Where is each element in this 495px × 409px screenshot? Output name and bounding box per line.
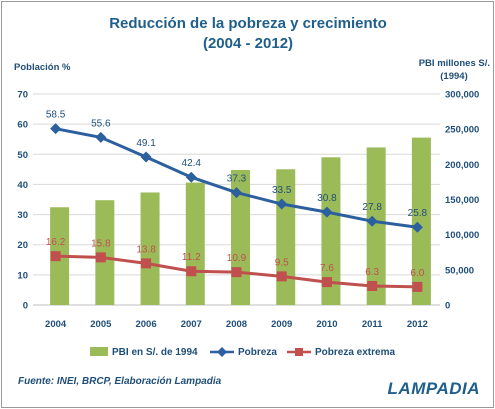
marker-pobreza-extrema: [321, 277, 332, 288]
bar-series: [50, 137, 431, 305]
right-tick-label: 0: [445, 301, 450, 312]
marker-pobreza: [95, 131, 107, 143]
data-label-pobreza: 37.3: [227, 174, 247, 185]
left-tick-label: 40: [17, 180, 28, 191]
source-note: Fuente: INEI, BRCP, Elaboración Lampadia: [18, 376, 222, 387]
legend-label-pobreza-extrema: Pobreza extrema: [315, 347, 395, 358]
marker-pobreza-extrema: [95, 252, 106, 263]
x-tick-label: 2009: [271, 319, 292, 330]
chart-subtitle: (2004 - 2012): [203, 35, 293, 52]
data-label-pobreza: 25.8: [408, 208, 428, 219]
marker-pobreza: [321, 206, 333, 218]
x-tick-label: 2010: [316, 319, 337, 330]
right-tick-label: 250,000: [445, 125, 479, 136]
marker-pobreza-extrema: [412, 281, 423, 292]
marker-pobreza-extrema: [231, 267, 242, 278]
bar-pbi: [140, 192, 160, 305]
marker-pobreza-extrema: [186, 266, 197, 277]
bar-pbi: [185, 182, 205, 305]
data-label-pobreza-extrema: 11.2: [182, 252, 201, 263]
bar-pbi: [321, 157, 341, 305]
data-label-pobreza-extrema: 7.6: [320, 263, 334, 274]
data-label-pobreza: 49.1: [136, 138, 156, 149]
marker-pobreza: [231, 187, 242, 199]
marker-pobreza: [276, 198, 288, 210]
left-tick-label: 20: [17, 240, 28, 251]
legend-marker-pobreza: [217, 347, 227, 357]
left-tick-label: 30: [17, 210, 28, 221]
x-tick-label: 2005: [90, 319, 112, 330]
data-label-pobreza-extrema: 9.5: [275, 257, 289, 268]
marker-pobreza-extrema: [367, 281, 378, 292]
left-tick-label: 0: [23, 301, 28, 312]
bar-pbi: [411, 137, 431, 305]
bar-pbi: [366, 147, 386, 305]
left-tick-label: 60: [17, 120, 28, 131]
data-label-pobreza: 55.6: [91, 118, 111, 129]
x-tick-label: 2008: [226, 319, 247, 330]
chart-title: Reducción de la pobreza y crecimiento: [109, 15, 387, 32]
logo-lampadia: LAMPADIA: [388, 379, 480, 398]
x-tick-label: 2007: [181, 319, 202, 330]
marker-pobreza-extrema: [141, 258, 152, 269]
data-label-pobreza: 30.8: [317, 193, 337, 204]
legend-marker-pobreza-extrema: [295, 348, 303, 356]
tick-labels: 0 10 20 30 40 50 60 70 0 50,000 100,000 150,000 200,…: [17, 90, 479, 331]
right-axis-title: PBI millones S/.: [419, 58, 490, 69]
x-tick-label: 2012: [407, 319, 428, 330]
data-label-pobreza-extrema: 16.2: [46, 237, 66, 248]
legend-label-pbi: PBI en S/. de 1994: [112, 347, 198, 358]
right-tick-label: 300,000: [445, 90, 479, 101]
marker-pobreza: [366, 215, 378, 227]
marker-pobreza-extrema: [50, 251, 61, 262]
legend-label-pobreza: Pobreza: [238, 347, 277, 358]
x-tick-label: 2011: [362, 319, 383, 330]
data-label-pobreza: 42.4: [182, 158, 202, 169]
data-label-pobreza-extrema: 13.8: [136, 244, 156, 255]
data-label-pobreza: 27.8: [362, 202, 382, 213]
data-label-pobreza-extrema: 6.3: [365, 267, 379, 278]
left-tick-label: 10: [17, 270, 28, 281]
right-tick-label: 50,000: [445, 265, 474, 276]
data-label-pobreza-extrema: 6.0: [410, 268, 424, 279]
x-tick-label: 2004: [45, 319, 67, 330]
data-label-pobreza: 58.5: [46, 110, 66, 121]
marker-pobreza: [185, 171, 197, 183]
data-label-pobreza-extrema: 10.9: [227, 253, 247, 264]
right-tick-label: 200,000: [445, 160, 479, 171]
legend: PBI en S/. de 1994 Pobreza Pobreza extre…: [90, 347, 395, 358]
x-tick-label: 2006: [135, 319, 156, 330]
left-axis-title: Población %: [14, 62, 71, 73]
left-tick-label: 70: [17, 90, 28, 101]
data-label-pobreza: 33.5: [272, 185, 292, 196]
right-tick-label: 150,000: [445, 195, 479, 206]
marker-pobreza: [411, 221, 423, 233]
right-axis-title-sub: (1994): [440, 71, 467, 82]
marker-pobreza: [50, 123, 62, 135]
data-label-pobreza-extrema: 15.8: [91, 238, 111, 249]
left-tick-label: 50: [17, 150, 28, 161]
marker-pobreza: [140, 151, 152, 163]
data-labels: 58.5 55.6 49.1 42.4 37.3 33.5 30.8 27.8 25.8 16.2…: [46, 110, 428, 279]
marker-pobreza-extrema: [276, 271, 287, 282]
line-series: [50, 123, 423, 292]
legend-swatch-pbi: [90, 347, 108, 356]
right-tick-label: 100,000: [445, 230, 479, 241]
